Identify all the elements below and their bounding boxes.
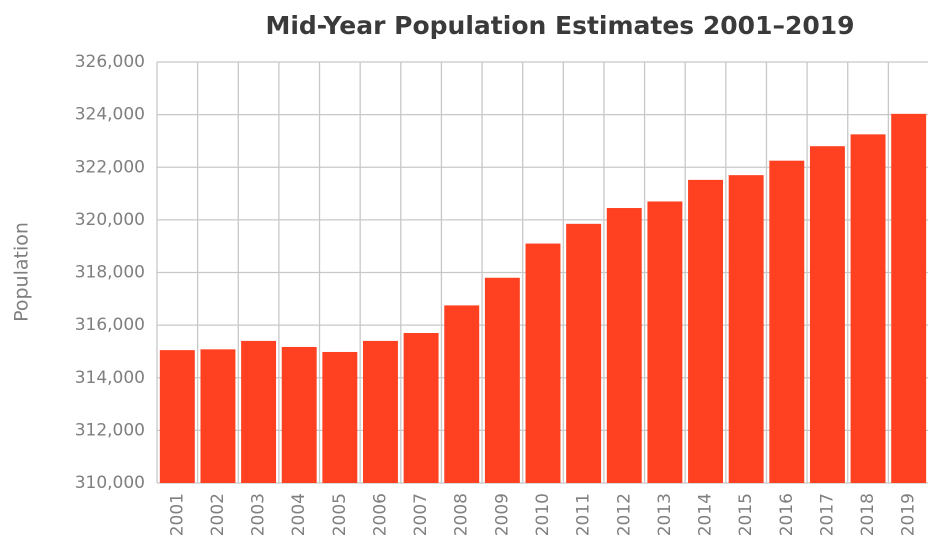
x-tick-label: 2007 (411, 493, 431, 536)
y-tick-label: 320,000 (75, 210, 145, 230)
bar (200, 349, 236, 483)
bar (566, 223, 602, 483)
x-tick-label: 2017 (817, 493, 837, 536)
bar (769, 160, 805, 483)
x-tick-label: 2009 (492, 493, 512, 536)
bar (363, 340, 398, 483)
bar (322, 351, 358, 483)
y-tick-label: 318,000 (75, 263, 145, 283)
x-tick-label: 2003 (249, 493, 269, 536)
y-tick-label: 312,000 (75, 420, 145, 440)
x-tick-label: 2016 (777, 493, 797, 536)
y-axis-title: Population (11, 222, 33, 322)
bar (281, 346, 317, 483)
bar (850, 134, 886, 483)
bar (809, 146, 845, 483)
x-tick-label: 2008 (452, 493, 472, 536)
bar (525, 243, 561, 483)
y-tick-label: 326,000 (75, 52, 145, 72)
x-tick-label: 2014 (696, 493, 716, 536)
x-tick-label: 2015 (736, 493, 756, 536)
y-tick-label: 310,000 (75, 473, 145, 493)
y-tick-label: 324,000 (75, 105, 145, 125)
x-tick-label: 2012 (614, 493, 634, 536)
bar (647, 201, 683, 484)
bar (891, 113, 927, 483)
x-tick-label: 2004 (289, 493, 309, 536)
bar (159, 350, 195, 483)
bar (484, 277, 520, 483)
bar (606, 208, 642, 484)
bar (688, 179, 723, 483)
bar (444, 305, 480, 483)
x-tick-label: 2006 (370, 493, 390, 536)
y-tick-label: 316,000 (75, 315, 145, 335)
x-tick-label: 2010 (533, 493, 553, 536)
x-tick-label: 2001 (167, 493, 187, 536)
y-tick-label: 322,000 (75, 157, 145, 177)
x-tick-label: 2019 (899, 493, 919, 536)
bar (241, 340, 277, 483)
x-tick-label: 2011 (574, 493, 594, 536)
x-tick-label: 2005 (330, 493, 350, 536)
x-tick-label: 2013 (655, 493, 675, 536)
bar (728, 175, 764, 484)
bar (403, 333, 439, 483)
x-tick-label: 2018 (858, 493, 878, 536)
x-tick-label: 2002 (208, 493, 228, 536)
y-tick-label: 314,000 (75, 368, 145, 388)
chart-title: Mid-Year Population Estimates 2001–2019 (265, 11, 854, 40)
